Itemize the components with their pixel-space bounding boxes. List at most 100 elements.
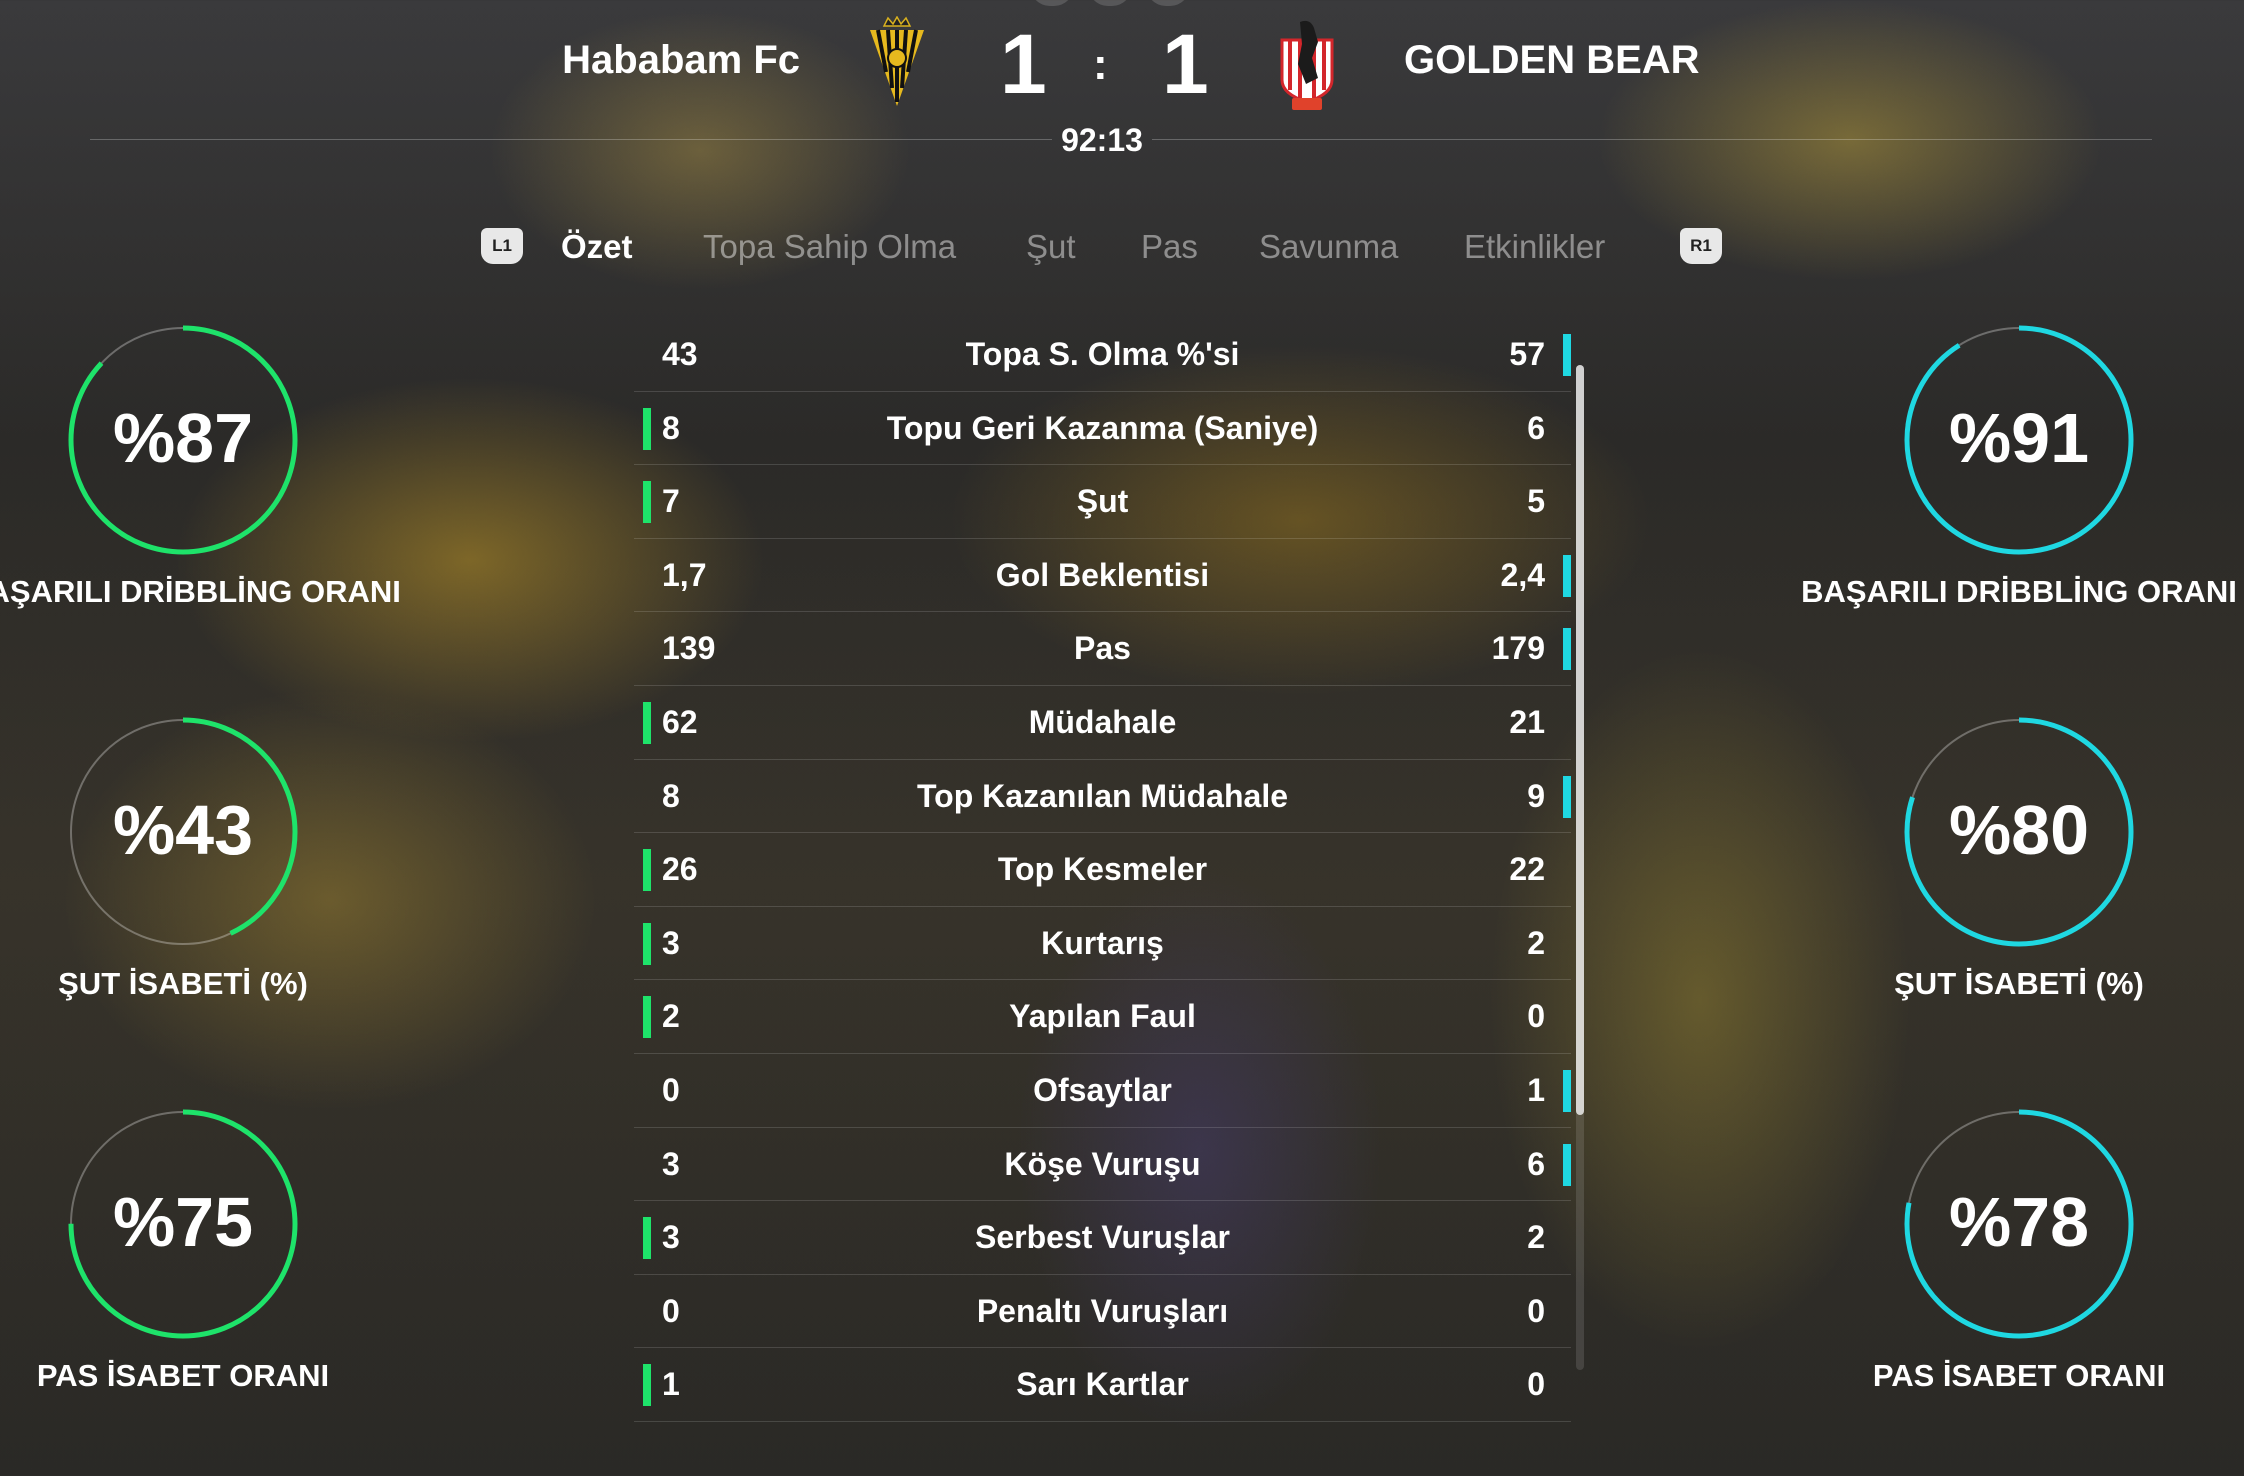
ring-value: %43 bbox=[112, 791, 254, 869]
score-separator: : bbox=[1093, 40, 1108, 89]
stat-label: Gol Beklentisi bbox=[995, 556, 1210, 593]
tab-savunma[interactable]: Savunma bbox=[1259, 228, 1399, 265]
home-team-crest bbox=[870, 16, 924, 106]
home-leader-bar bbox=[643, 1364, 651, 1407]
away-leader-bar bbox=[1563, 334, 1571, 376]
away-leader-bar bbox=[1563, 1070, 1571, 1112]
away-progress-ring bbox=[1904, 325, 2134, 555]
home-leader-bar bbox=[643, 849, 651, 892]
stat-row: 43 Topa S. Olma %'si 57 bbox=[634, 318, 1571, 392]
away-progress-ring bbox=[1904, 717, 2134, 947]
tab-ozet[interactable]: Özet bbox=[561, 228, 633, 265]
home-leader-bar bbox=[643, 481, 651, 524]
home-team-name: Hababam Fc bbox=[562, 38, 800, 82]
r1-button[interactable]: R1 bbox=[1680, 228, 1722, 264]
stat-label: Penaltı Vuruşları bbox=[976, 1292, 1229, 1329]
page-indicator bbox=[1030, 0, 1220, 6]
ring-fill bbox=[68, 1109, 298, 1339]
stat-row: 0 Penaltı Vuruşları 0 bbox=[634, 1275, 1571, 1349]
home-stat-value: 43 bbox=[662, 336, 698, 372]
away-stat-value: 0 bbox=[1527, 1366, 1545, 1403]
ring-value: %80 bbox=[1948, 791, 2090, 869]
home-stat-value: 8 bbox=[662, 777, 680, 814]
home-stat-value: 3 bbox=[662, 1145, 680, 1182]
home-stat-value: 8 bbox=[662, 409, 680, 446]
stat-row: 8 Top Kazanılan Müdahale 9 bbox=[634, 760, 1571, 834]
away-stat-value: 0 bbox=[1527, 1292, 1545, 1329]
scrollbar-thumb[interactable] bbox=[1576, 365, 1584, 1115]
ring-value: %75 bbox=[112, 1183, 254, 1261]
ring-fill bbox=[68, 325, 298, 555]
home-progress-ring bbox=[68, 325, 298, 555]
home-stat-value: 0 bbox=[662, 1292, 680, 1329]
header-divider-left bbox=[90, 139, 1052, 140]
away-stat-value: 21 bbox=[1509, 704, 1545, 740]
home-leader-bar bbox=[643, 996, 651, 1039]
ring-value: %78 bbox=[1948, 1183, 2090, 1261]
ring-label: BAŞARILI DRİBBLİNG ORANI bbox=[0, 574, 401, 609]
tab-pas[interactable]: Pas bbox=[1141, 228, 1198, 265]
home-stat-value: 1 bbox=[662, 1366, 680, 1403]
ring-label: BAŞARILI DRİBBLİNG ORANI bbox=[1801, 574, 2237, 609]
away-stat-value: 2 bbox=[1527, 924, 1545, 961]
home-leader-bar bbox=[643, 922, 651, 965]
away-stat-value: 6 bbox=[1527, 409, 1545, 446]
ring-fill bbox=[1904, 325, 2134, 555]
home-stat-value: 7 bbox=[662, 483, 680, 520]
home-score: 1 bbox=[1000, 17, 1047, 111]
ring-label: ŞUT İSABETİ (%) bbox=[58, 966, 308, 1001]
ring-fill bbox=[68, 717, 298, 947]
away-team-crest bbox=[1280, 20, 1334, 110]
ring-label: ŞUT İSABETİ (%) bbox=[1894, 966, 2144, 1001]
ring-fill bbox=[1904, 1109, 2134, 1339]
home-stat-value: 26 bbox=[662, 851, 698, 888]
stat-label: Sarı Kartlar bbox=[1016, 1366, 1189, 1403]
tab-etkinlikler[interactable]: Etkinlikler bbox=[1464, 228, 1606, 265]
stat-row: 2 Yapılan Faul 0 bbox=[634, 980, 1571, 1054]
away-leader-bar bbox=[1563, 628, 1571, 671]
away-stat-value: 179 bbox=[1491, 630, 1545, 667]
away-score: 1 bbox=[1162, 17, 1209, 111]
stat-label: Top Kesmeler bbox=[997, 851, 1208, 888]
home-stat-value: 2 bbox=[662, 998, 680, 1035]
away-leader-bar bbox=[1563, 1143, 1571, 1186]
stat-label: Müdahale bbox=[1028, 704, 1177, 740]
stat-label: Ofsaytlar bbox=[1033, 1072, 1172, 1108]
home-stat-value: 1,7 bbox=[662, 556, 707, 593]
ring-fill bbox=[1904, 717, 2134, 947]
home-progress-ring bbox=[68, 717, 298, 947]
stat-row: 1,7 Gol Beklentisi 2,4 bbox=[634, 539, 1571, 613]
away-stat-value: 5 bbox=[1527, 483, 1545, 520]
away-stat-value: 0 bbox=[1527, 998, 1545, 1035]
home-leader-bar bbox=[643, 407, 651, 450]
ring-value: %91 bbox=[1948, 399, 2090, 477]
l1-button[interactable]: L1 bbox=[481, 228, 523, 264]
tab-sut[interactable]: Şut bbox=[1026, 228, 1076, 265]
tab-topa-sahip-olma[interactable]: Topa Sahip Olma bbox=[703, 228, 957, 265]
home-stat-value: 62 bbox=[662, 704, 698, 740]
stat-row: 0 Ofsaytlar 1 bbox=[634, 1054, 1571, 1128]
stat-label: Serbest Vuruşlar bbox=[975, 1219, 1230, 1256]
home-stat-value: 3 bbox=[662, 1219, 680, 1256]
stat-label: Topu Geri Kazanma (Saniye) bbox=[886, 409, 1319, 446]
ring-label: PAS İSABET ORANI bbox=[1872, 1358, 2166, 1393]
away-stat-value: 2,4 bbox=[1500, 556, 1545, 593]
stat-row: 26 Top Kesmeler 22 bbox=[634, 833, 1571, 907]
away-stat-value: 9 bbox=[1527, 777, 1545, 814]
stat-label: Topa S. Olma %'si bbox=[965, 336, 1240, 372]
match-clock: 92:13 bbox=[1061, 122, 1143, 158]
home-stat-value: 139 bbox=[662, 630, 716, 667]
stat-label: Top Kazanılan Müdahale bbox=[917, 777, 1288, 814]
away-stat-value: 6 bbox=[1527, 1145, 1545, 1182]
stat-row: 7 Şut 5 bbox=[634, 465, 1571, 539]
home-stat-value: 0 bbox=[662, 1072, 680, 1108]
away-team-name: GOLDEN BEAR bbox=[1404, 38, 1700, 82]
away-leader-bar bbox=[1563, 775, 1571, 818]
stat-row: 3 Köşe Vuruşu 6 bbox=[634, 1128, 1571, 1202]
stat-label: Kurtarış bbox=[1041, 924, 1164, 961]
stat-row: 3 Serbest Vuruşlar 2 bbox=[634, 1201, 1571, 1275]
home-leader-bar bbox=[643, 1217, 651, 1260]
header-divider-right bbox=[1152, 139, 2152, 140]
away-stat-value: 1 bbox=[1527, 1072, 1545, 1108]
ring-value: %87 bbox=[112, 399, 254, 477]
